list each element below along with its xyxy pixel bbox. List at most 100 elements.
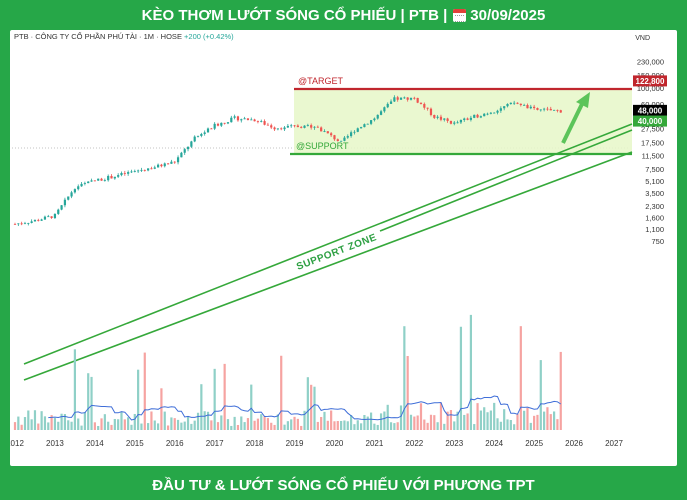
volume-bar: [306, 377, 309, 430]
projection-arrow-head: [576, 92, 590, 108]
volume-bar: [323, 411, 326, 430]
price-tag: [633, 104, 667, 116]
candle-body: [243, 118, 246, 120]
target-label: @TARGET: [298, 76, 343, 86]
candle-body: [463, 118, 466, 120]
volume-bar: [373, 423, 376, 430]
candle-body: [186, 146, 190, 150]
candle-body: [356, 128, 359, 132]
candle-body: [553, 109, 556, 111]
candle-body: [313, 126, 316, 128]
time-axis[interactable]: 2012 2013 2014 2015 2016 2017 2018 2019 2020 2021…: [10, 439, 623, 448]
price-chart[interactable]: VND 230,000150,000100,00060,00040,00027,…: [10, 30, 677, 466]
volume-bar: [150, 411, 153, 430]
volume-bar: [27, 410, 30, 430]
chart-panel[interactable]: PTB · CÔNG TY CỔ PHẦN PHÚ TÀI · 1M · HOS…: [10, 30, 677, 466]
time-axis-label: 2027: [605, 439, 623, 448]
price-tag-label: 48,000: [638, 106, 663, 115]
volume-bar: [506, 419, 509, 430]
candle-body: [393, 97, 396, 102]
candle-body: [479, 116, 482, 118]
volume-bar: [413, 416, 416, 430]
volume-bar: [529, 422, 532, 430]
volume-bar: [350, 415, 353, 430]
time-axis-label: 2023: [445, 439, 463, 448]
candle-body: [316, 126, 319, 128]
candlestick-series: [13, 95, 562, 227]
time-axis-label: 2022: [405, 439, 423, 448]
price-axis-label: 11,500: [642, 152, 664, 161]
volume-bar: [253, 420, 256, 430]
volume-bar: [110, 424, 113, 430]
candle-body: [290, 125, 293, 127]
volume-bar: [379, 413, 383, 430]
candle-body: [503, 106, 506, 109]
channel-upper-line[interactable]: [23, 123, 633, 365]
candle-body: [320, 127, 323, 132]
candle-body: [200, 133, 203, 136]
candle-body: [220, 122, 223, 126]
price-axis-label: 5,100: [645, 177, 664, 186]
price-axis-label: 1,600: [645, 213, 664, 222]
candle-body: [180, 152, 183, 158]
candle-body: [107, 175, 110, 181]
channel-lower-line[interactable]: [23, 151, 633, 381]
volume-bar: [223, 363, 226, 430]
candle-body: [523, 104, 526, 106]
volume-bar: [543, 411, 546, 430]
price-axis-label: 1,100: [645, 225, 664, 234]
candle-body: [383, 107, 386, 112]
volume-bar: [553, 411, 556, 430]
volume-bar: [369, 412, 373, 430]
candle-body: [160, 164, 163, 167]
currency-label: VND: [635, 35, 650, 42]
candle-body: [176, 157, 180, 163]
candle-body: [77, 186, 80, 190]
candle-body: [236, 116, 240, 121]
price-tag: [633, 115, 667, 127]
volume-bar: [67, 420, 70, 430]
price-axis-label: 100,000: [637, 84, 664, 93]
candle-body: [353, 131, 356, 133]
volume-bar: [326, 420, 329, 430]
candle-body: [50, 216, 53, 219]
volume-bar: [220, 415, 223, 430]
candle-body: [47, 216, 50, 218]
candle-body: [376, 114, 379, 119]
candle-body: [296, 125, 299, 128]
candle-body: [63, 199, 67, 206]
volume-bar: [80, 425, 83, 430]
candle-body: [233, 116, 236, 118]
volume-bar: [533, 415, 536, 430]
volume-bar: [283, 424, 286, 430]
candle-body: [409, 97, 413, 100]
volume-bar: [47, 422, 50, 430]
volume-bar: [356, 420, 359, 430]
volume-bar: [113, 418, 116, 430]
candle-body: [546, 108, 549, 110]
candle-body: [280, 128, 283, 130]
volume-bar: [449, 410, 453, 430]
volume-bar: [316, 421, 319, 430]
candle-body: [166, 163, 170, 165]
candle-body: [87, 181, 90, 184]
candle-body: [559, 110, 562, 113]
candle-body: [423, 103, 426, 108]
zone-inner-line[interactable]: [379, 129, 633, 232]
time-axis-label: 2018: [246, 439, 264, 448]
volume-bar: [523, 410, 526, 430]
volume-bar: [433, 415, 436, 430]
candle-body: [483, 113, 486, 117]
candle-body: [513, 102, 516, 104]
candle-body: [37, 219, 40, 221]
candle-body: [466, 118, 469, 120]
candle-body: [533, 106, 536, 109]
volume-bar: [153, 420, 156, 430]
candle-body: [403, 97, 406, 99]
candle-body: [300, 127, 303, 128]
candle-body: [143, 169, 146, 171]
candle-body: [509, 102, 512, 104]
volume-bar: [419, 403, 423, 430]
volume-bar: [70, 421, 73, 430]
volume-bar: [496, 418, 499, 430]
